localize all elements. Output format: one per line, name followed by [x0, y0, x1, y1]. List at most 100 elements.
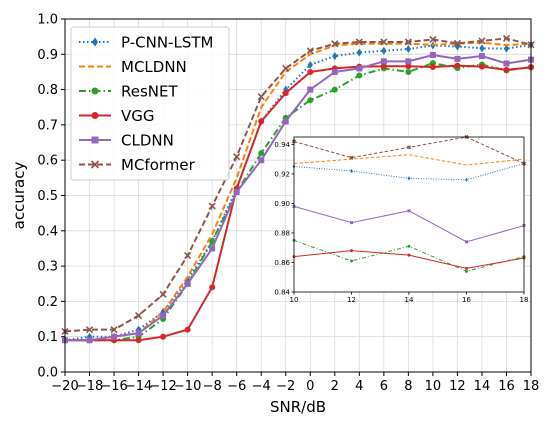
data-point [405, 44, 412, 54]
data-point [184, 251, 192, 260]
y-tick-label: 0.5 [37, 189, 58, 204]
data-point [160, 333, 167, 340]
inset-x-tick-label: 12 [347, 296, 356, 304]
x-tick-label: −12 [149, 379, 176, 394]
data-point [406, 145, 412, 150]
data-point [331, 86, 338, 93]
inset-series-line [293, 154, 525, 166]
data-point [350, 221, 353, 225]
x-tick-label: 12 [449, 379, 466, 394]
data-point [453, 39, 461, 47]
data-point [356, 65, 363, 72]
inset-x-tick-label: 14 [405, 296, 414, 304]
data-point [479, 44, 485, 53]
inset-series-resnet [292, 238, 526, 273]
data-point [407, 253, 411, 257]
main-axis-ticks: 0.00.10.20.30.40.50.60.70.80.91.0−20−18−… [37, 13, 539, 395]
data-point [350, 249, 353, 253]
y-tick-label: 0.0 [37, 366, 58, 381]
y-tick-label: 0.9 [37, 48, 58, 63]
legend-box [70, 26, 230, 181]
data-point [307, 86, 314, 93]
x-tick-label: −6 [227, 379, 246, 394]
legend-label: MCLDNN [121, 58, 187, 76]
legend-item: ResNET [79, 83, 178, 101]
y-tick-label: 0.6 [37, 154, 58, 169]
data-point [454, 62, 461, 69]
series-line [65, 64, 532, 342]
legend-label: P-CNN-LSTM [121, 34, 213, 52]
x-tick-label: 18 [523, 379, 540, 394]
data-point [355, 38, 363, 46]
data-point [135, 311, 143, 320]
series-line [65, 41, 532, 342]
inset-background [294, 137, 524, 292]
legend: P-CNN-LSTM MCLDNN ResNET VGG CLDNN MCformer [70, 26, 230, 181]
data-point [407, 176, 411, 181]
data-point [258, 157, 265, 164]
data-point [184, 280, 191, 287]
data-point [380, 38, 388, 46]
data-point [282, 90, 289, 97]
data-point [478, 53, 485, 60]
data-point [208, 202, 216, 210]
data-point [404, 38, 412, 46]
data-point [233, 188, 240, 195]
data-point [464, 177, 469, 183]
data-point [91, 87, 99, 95]
x-tick-label: −20 [51, 379, 78, 394]
data-point [429, 64, 436, 71]
data-point [331, 68, 338, 75]
data-point [502, 34, 511, 42]
y-tick-label: 0.7 [37, 118, 58, 133]
series-line [65, 62, 532, 342]
data-point [233, 153, 241, 161]
legend-item: MCformer [79, 156, 196, 174]
data-point [110, 326, 118, 334]
inset-series-group [291, 134, 527, 273]
legend-label: VGG [121, 107, 155, 125]
data-point [503, 60, 510, 67]
y-tick-label: 0.1 [37, 330, 58, 345]
data-point [429, 35, 437, 44]
data-point [478, 63, 485, 70]
y-tick-label: 0.4 [37, 224, 58, 239]
series-line [65, 53, 532, 342]
x-tick-label: −16 [100, 379, 127, 394]
x-tick-label: 14 [474, 379, 491, 394]
data-point [258, 150, 265, 157]
y-tick-label: 0.8 [37, 83, 58, 98]
data-point [407, 244, 411, 248]
data-point [380, 63, 387, 70]
data-point [306, 47, 314, 55]
data-point [111, 333, 118, 340]
data-point [429, 52, 436, 59]
data-point [350, 259, 353, 263]
x-tick-label: 0 [306, 379, 314, 394]
data-point [465, 240, 468, 244]
data-point [91, 37, 99, 47]
inset-x-tick-label: 16 [462, 296, 471, 304]
inset-x-tick-label: 10 [290, 296, 299, 304]
inset-y-tick-label: 0.94 [274, 141, 290, 149]
data-point [135, 330, 142, 337]
inset-series-mcldnn [293, 154, 525, 166]
legend-label: ResNET [121, 83, 178, 101]
data-point [407, 209, 411, 213]
data-point [159, 290, 167, 298]
data-point [405, 63, 412, 70]
data-point [282, 64, 290, 72]
data-point [184, 326, 191, 333]
data-point [307, 60, 313, 69]
data-point [405, 68, 412, 75]
data-point [405, 58, 412, 65]
data-point [356, 48, 363, 57]
y-axis-title: accuracy [10, 162, 28, 230]
inset-x-tick-label: 18 [520, 296, 529, 304]
y-tick-label: 0.2 [37, 295, 58, 310]
data-point [209, 284, 216, 291]
series-mcformer [61, 34, 535, 335]
series-line [64, 43, 532, 342]
y-tick-label: 0.3 [37, 260, 58, 275]
